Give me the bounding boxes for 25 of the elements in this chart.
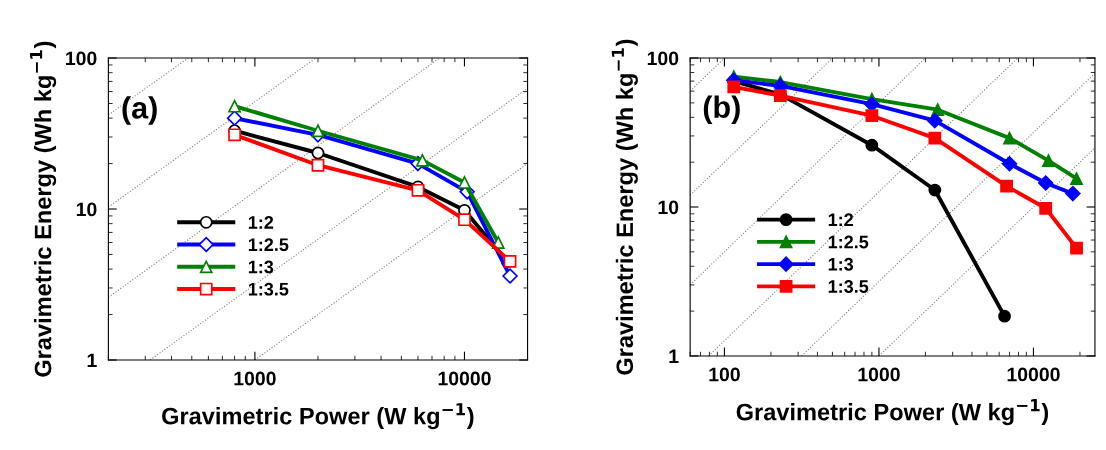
legend-label: 1:2.5 (248, 238, 289, 252)
legend-label: 1:2 (248, 216, 274, 229)
legend-label: 1:3.5 (828, 280, 869, 293)
legend-label: 1:3.5 (248, 282, 289, 296)
x-tick-label: 1000 (234, 371, 276, 386)
y-axis-title: Gravimetric Energy (Wh kg$^{−1}$) (30, 41, 57, 377)
y-tick-label: 1 (669, 349, 679, 363)
y-axis-title: Gravimetric Energy (Wh kg$^{−1}$) (611, 39, 638, 375)
x-tick-label: 100 (709, 367, 740, 382)
legend-label: 1:3 (248, 260, 274, 274)
x-axis-title: Gravimetric Power (W kg$^{−1}$) (736, 399, 1049, 426)
annotation: (a) (122, 96, 157, 125)
y-tick-label: 10 (658, 200, 679, 215)
legend-label: 1:3 (828, 257, 854, 271)
annotation: (b) (703, 95, 740, 124)
y-tick-label: 100 (647, 51, 679, 66)
legend-label: 1:2.5 (828, 235, 869, 249)
x-tick-label: 1000 (858, 367, 900, 382)
y-tick-label: 1 (87, 353, 97, 368)
y-tick-label: 10 (76, 202, 97, 217)
x-tick-label: 10000 (1007, 367, 1060, 382)
x-axis-title: Gravimetric Power (W kg$^{−1}$) (162, 403, 474, 430)
y-tick-label: 100 (66, 51, 97, 66)
x-tick-label: 10000 (438, 371, 491, 386)
legend-label: 1:2 (828, 213, 853, 226)
